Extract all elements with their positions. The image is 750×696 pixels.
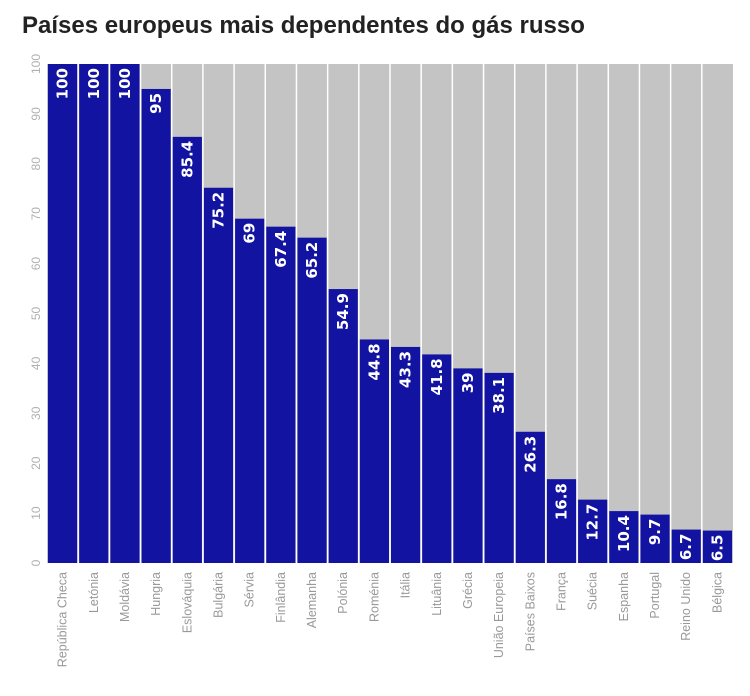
y-tick-label: 30 bbox=[29, 406, 43, 420]
data-label: 9.7 bbox=[646, 519, 664, 546]
data-label: 16.8 bbox=[553, 483, 571, 520]
bar bbox=[391, 346, 421, 563]
x-axis-ticks: República Checa Letónia Moldávia Hungria Esl… bbox=[56, 572, 725, 667]
bar bbox=[141, 88, 171, 563]
bar bbox=[484, 372, 514, 563]
gridlines bbox=[77, 64, 703, 563]
bar bbox=[422, 354, 452, 563]
bar bbox=[172, 136, 202, 563]
data-label: 95 bbox=[147, 93, 165, 114]
data-label: 39 bbox=[459, 372, 477, 393]
data-label: 54.9 bbox=[334, 293, 352, 330]
x-tick-label: Alemanha bbox=[305, 572, 319, 628]
y-tick-label: 40 bbox=[29, 356, 43, 370]
data-label: 26.3 bbox=[521, 436, 539, 473]
y-tick-label: 70 bbox=[29, 207, 43, 221]
bar bbox=[515, 431, 545, 563]
bars bbox=[48, 64, 732, 564]
y-tick-label: 50 bbox=[29, 307, 43, 321]
y-tick-label: 20 bbox=[29, 456, 43, 470]
y-tick-label: 60 bbox=[29, 257, 43, 271]
x-tick-label: União Europeia bbox=[492, 572, 506, 658]
data-label: 85.4 bbox=[178, 141, 196, 178]
x-tick-label: Letónia bbox=[87, 572, 101, 613]
x-tick-label: Finlândia bbox=[274, 572, 288, 623]
bar bbox=[453, 368, 483, 563]
y-tick-label: 90 bbox=[29, 107, 43, 121]
chart-title: Países europeus mais dependentes do gás … bbox=[22, 12, 585, 39]
x-tick-label: Polónia bbox=[336, 572, 350, 614]
bar bbox=[640, 514, 670, 563]
bar bbox=[702, 530, 732, 563]
bar bbox=[110, 64, 140, 563]
bar bbox=[48, 64, 78, 563]
bar bbox=[609, 511, 639, 563]
bar bbox=[359, 339, 389, 563]
x-tick-label: Reino Unido bbox=[679, 572, 693, 641]
data-label: 100 bbox=[116, 68, 134, 99]
x-tick-label: República Checa bbox=[56, 572, 70, 667]
data-label: 10.4 bbox=[615, 515, 633, 552]
x-tick-label: Bulgária bbox=[212, 572, 226, 618]
x-tick-label: Bélgica bbox=[710, 572, 724, 613]
data-label: 41.8 bbox=[428, 358, 446, 395]
bar bbox=[203, 187, 234, 563]
y-tick-label: 0 bbox=[29, 559, 43, 566]
x-tick-label: Itália bbox=[399, 572, 413, 598]
bar bbox=[578, 499, 608, 563]
x-tick-label: Hungria bbox=[149, 572, 163, 616]
data-labels: 100 100 100 95 85.4 75.2 69 67.4 65.2 54.9 44.8 43.… bbox=[54, 68, 727, 561]
y-tick-label: 80 bbox=[29, 157, 43, 171]
bar bbox=[79, 64, 109, 563]
bar bbox=[266, 226, 296, 563]
data-label: 67.4 bbox=[272, 231, 290, 268]
bar bbox=[328, 289, 358, 563]
data-label: 100 bbox=[85, 68, 103, 99]
x-tick-label: Roménia bbox=[367, 572, 381, 622]
data-label: 75.2 bbox=[210, 192, 228, 229]
x-tick-label: Moldávia bbox=[118, 572, 132, 622]
x-tick-label: Espanha bbox=[617, 572, 631, 621]
x-tick-label: Lituânia bbox=[430, 572, 444, 616]
data-label: 6.5 bbox=[708, 535, 726, 562]
data-label: 12.7 bbox=[584, 504, 602, 541]
y-axis-ticks: 0 10 20 30 40 50 60 70 80 90 100 bbox=[29, 54, 43, 567]
bar bbox=[546, 479, 577, 563]
data-label: 43.3 bbox=[397, 351, 415, 388]
data-label: 44.8 bbox=[365, 343, 383, 380]
x-tick-label: Grécia bbox=[461, 572, 475, 609]
x-tick-label: Eslováquia bbox=[180, 572, 194, 633]
x-tick-label: França bbox=[555, 572, 569, 611]
x-tick-label: Sérvia bbox=[243, 572, 257, 607]
y-tick-label: 10 bbox=[29, 506, 43, 520]
data-label: 38.1 bbox=[490, 377, 508, 414]
x-tick-label: Suécia bbox=[586, 572, 600, 610]
bar bbox=[235, 218, 265, 563]
bar bbox=[671, 529, 701, 563]
y-tick-label: 100 bbox=[29, 54, 43, 74]
data-label: 69 bbox=[241, 223, 259, 244]
bar bbox=[297, 237, 327, 564]
data-label: 65.2 bbox=[303, 242, 321, 279]
x-tick-label: Países Baixos bbox=[523, 572, 537, 651]
data-label: 6.7 bbox=[677, 534, 695, 561]
x-tick-label: Portugal bbox=[648, 572, 662, 619]
data-label: 100 bbox=[54, 68, 72, 99]
